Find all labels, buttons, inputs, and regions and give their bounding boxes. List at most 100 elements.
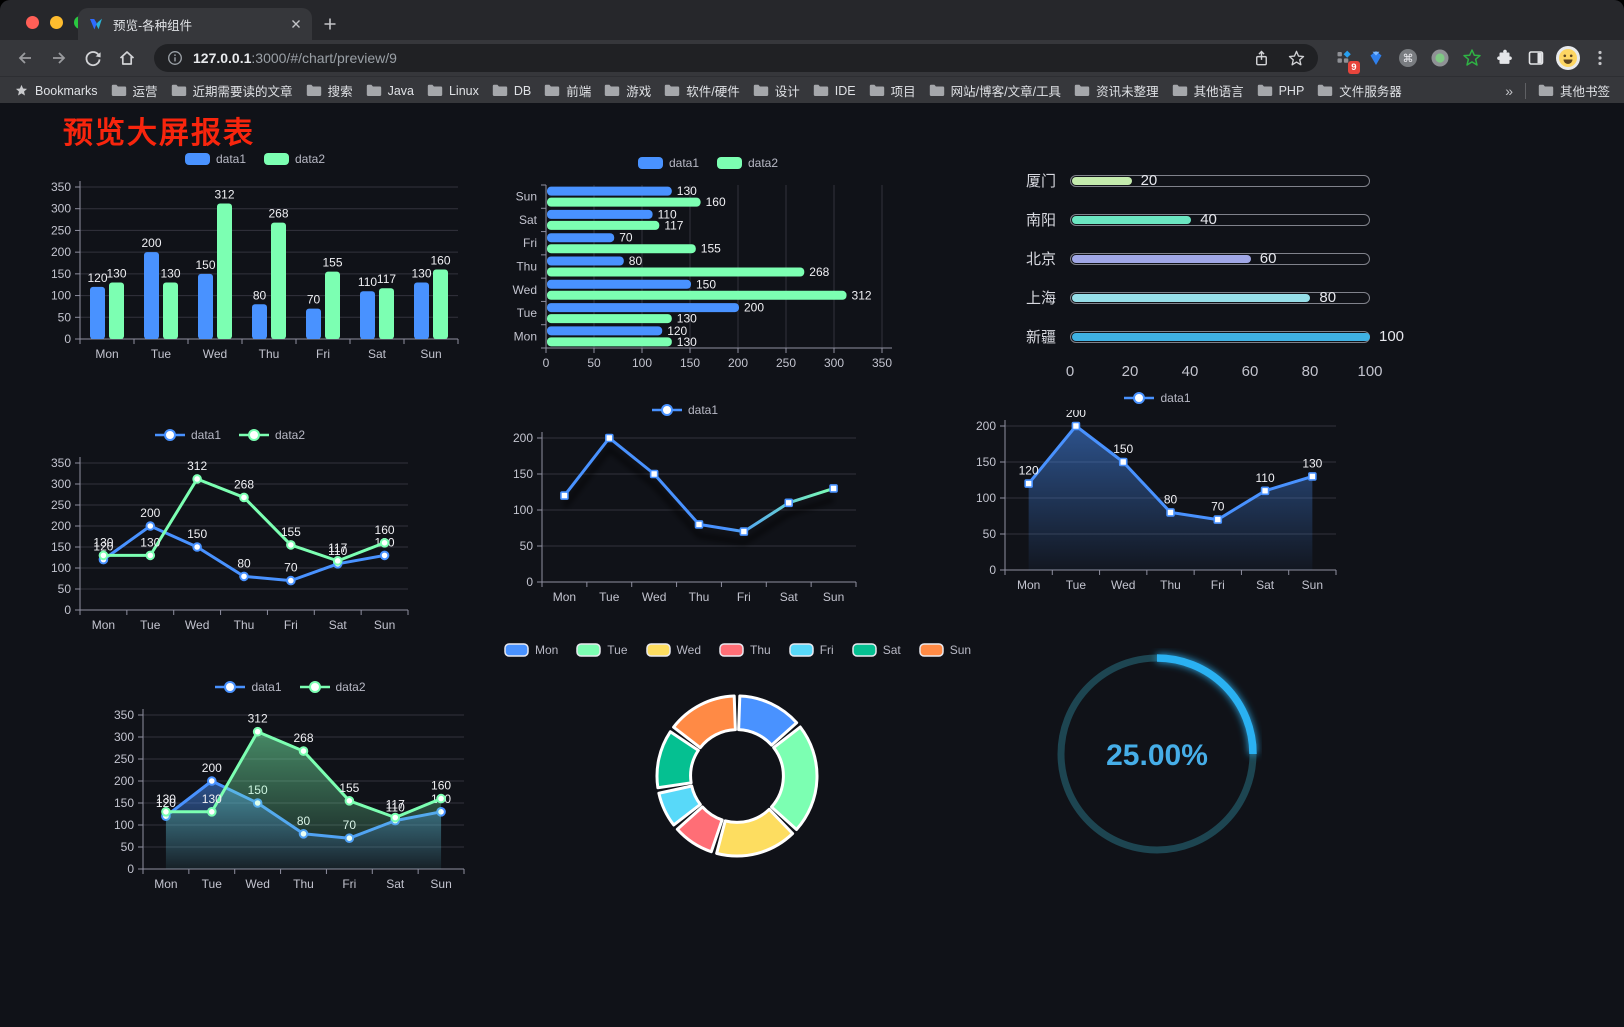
browser-tab[interactable]: 预览-各种组件 (78, 8, 312, 40)
point-data2-Mon[interactable] (98, 550, 109, 561)
bookmark-item[interactable]: 搜索 (306, 81, 353, 100)
bar-data2-Wed[interactable] (217, 203, 232, 339)
pie-slice-Sun[interactable] (672, 694, 737, 750)
legend-item[interactable]: data1 (651, 403, 718, 417)
ext-star-icon[interactable] (1458, 44, 1486, 72)
progress-track[interactable]: 20 (1070, 172, 1370, 189)
point-data1-Tue[interactable] (1071, 421, 1081, 431)
hbar-data1-Sun[interactable] (547, 186, 672, 196)
legend-item[interactable]: Thu (719, 643, 771, 657)
site-info-icon[interactable] (166, 49, 184, 67)
legend-item[interactable]: data2 (239, 428, 305, 442)
point-data2-Sun[interactable] (379, 538, 390, 548)
point-data1-Mon[interactable] (560, 491, 569, 500)
hbar-data2-Wed[interactable] (547, 290, 847, 300)
pie-slice-Wed[interactable] (715, 807, 795, 858)
hbar-data1-Thu[interactable] (547, 256, 624, 266)
point-data1-Wed[interactable] (192, 542, 202, 552)
progress-track[interactable]: 60 (1070, 250, 1370, 267)
legend-item[interactable]: data2 (264, 152, 325, 166)
point-data1-Thu[interactable] (694, 520, 704, 529)
ext-record-icon[interactable] (1426, 44, 1454, 72)
bookmarks-overflow-button[interactable]: » (1505, 82, 1513, 99)
point-data1-Wed[interactable] (1118, 457, 1128, 467)
new-tab-button[interactable] (316, 10, 344, 38)
legend-item[interactable]: data2 (717, 156, 778, 170)
point-data1-Sun[interactable] (1308, 472, 1317, 481)
extensions-puzzle-icon[interactable] (1490, 44, 1518, 72)
bookmark-item[interactable]: 近期需要读的文章 (171, 81, 293, 100)
point-data1-Thu[interactable] (239, 571, 249, 582)
bar-data1-Tue[interactable] (144, 252, 159, 339)
point-data2-Wed[interactable] (192, 474, 202, 484)
point-data2-Tue[interactable] (145, 550, 156, 561)
legend-item[interactable]: data1 (215, 680, 282, 694)
bookmark-item[interactable]: 其他语言 (1172, 81, 1244, 100)
bookmark-item[interactable]: 游戏 (604, 81, 651, 100)
hbar-data1-Tue[interactable] (547, 303, 739, 313)
pie-slice-Fri[interactable] (657, 784, 702, 827)
bar-data1-Fri[interactable] (306, 308, 321, 339)
point-data2-Fri[interactable] (344, 796, 355, 806)
ext-gem-icon[interactable] (1362, 44, 1390, 72)
ext-command-icon[interactable]: ⌘ (1394, 44, 1422, 72)
point-data2-Wed[interactable] (252, 726, 263, 737)
bookmark-item[interactable]: 设计 (753, 81, 800, 100)
legend-item[interactable]: data1 (1124, 391, 1191, 405)
back-button[interactable] (10, 43, 40, 73)
point-data1-Mon[interactable] (1024, 479, 1033, 488)
legend-item[interactable]: data1 (184, 152, 246, 166)
pie-slice-Mon[interactable] (737, 694, 799, 747)
legend-item[interactable]: Mon (504, 643, 558, 657)
point-data1-Tue[interactable] (206, 776, 217, 786)
bar-data2-Mon[interactable] (109, 282, 124, 339)
point-data2-Fri[interactable] (286, 540, 296, 550)
point-data1-Sun[interactable] (829, 484, 838, 493)
bookmark-item[interactable]: Java (366, 84, 414, 98)
point-data1-Tue[interactable] (145, 521, 156, 531)
hbar-data1-Sat[interactable] (547, 209, 653, 219)
point-data1-Fri[interactable] (1213, 515, 1223, 524)
point-data1-Wed[interactable] (649, 469, 659, 479)
forward-button[interactable] (44, 43, 74, 73)
point-data1-Fri[interactable] (286, 575, 296, 586)
bar-data1-Wed[interactable] (198, 273, 213, 339)
bookmark-item[interactable]: 项目 (869, 81, 916, 100)
legend-item[interactable]: Wed (645, 643, 701, 657)
point-data1-Fri[interactable] (739, 527, 749, 536)
point-data2-Mon[interactable] (161, 807, 171, 817)
ext-grid-diamond-icon[interactable]: 9 (1330, 44, 1360, 74)
bar-data2-Thu[interactable] (271, 222, 286, 339)
point-data2-Tue[interactable] (206, 807, 217, 817)
pie-slice-Tue[interactable] (770, 725, 819, 831)
bar-data2-Sat[interactable] (379, 288, 394, 339)
close-window-button[interactable] (26, 16, 39, 29)
browser-menu-button[interactable] (1586, 44, 1614, 72)
pie-slice-Thu[interactable] (675, 805, 724, 854)
bookmark-item[interactable]: 运营 (111, 81, 158, 100)
profile-avatar[interactable] (1554, 44, 1582, 72)
point-data1-Sat[interactable] (1260, 486, 1270, 496)
bookmark-star-icon[interactable] (1287, 49, 1306, 68)
point-data2-Sun[interactable] (436, 793, 446, 804)
bookmark-item[interactable]: 网站/博客/文章/工具 (929, 81, 1061, 100)
bookmarks-root[interactable]: Bookmarks (14, 83, 98, 98)
point-data2-Thu[interactable] (239, 492, 249, 503)
legend-item[interactable]: data1 (154, 428, 221, 442)
bar-data1-Thu[interactable] (252, 304, 267, 339)
share-icon[interactable] (1252, 49, 1271, 68)
side-panel-icon[interactable] (1522, 44, 1550, 72)
hbar-data2-Thu[interactable] (547, 267, 805, 277)
bookmark-item[interactable]: PHP (1257, 84, 1304, 98)
bar-data2-Sun[interactable] (433, 269, 448, 339)
hbar-data1-Fri[interactable] (547, 233, 615, 243)
point-data1-Thu[interactable] (1166, 508, 1175, 517)
legend-item[interactable]: Sun (918, 643, 971, 657)
bookmark-item[interactable]: IDE (813, 84, 856, 98)
hbar-data1-Wed[interactable] (547, 279, 691, 289)
point-data1-Sun[interactable] (379, 550, 390, 561)
other-bookmarks-folder[interactable]: 其他书签 (1538, 81, 1610, 100)
home-button[interactable] (112, 43, 142, 73)
progress-track[interactable]: 80 (1070, 289, 1370, 306)
legend-item[interactable]: data1 (637, 156, 699, 170)
